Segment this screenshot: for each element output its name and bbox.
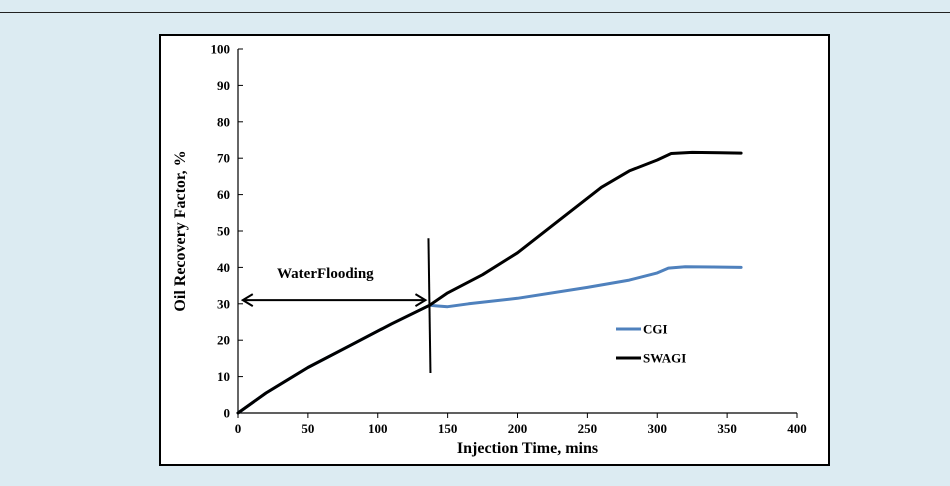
series bbox=[236, 150, 743, 415]
x-axis-title: Injection Time, mins bbox=[457, 440, 598, 457]
x-tick-label: 400 bbox=[787, 421, 807, 436]
y-tick-label: 90 bbox=[217, 78, 230, 93]
x-tick-label: 300 bbox=[648, 421, 668, 436]
y-tick-label: 10 bbox=[217, 369, 230, 384]
top-rule bbox=[0, 12, 950, 13]
divider-line bbox=[427, 238, 432, 373]
annotation-arrowhead-left bbox=[240, 293, 254, 308]
y-tick-label: 100 bbox=[211, 42, 231, 57]
y-tick-label: 50 bbox=[217, 224, 230, 239]
legend-label-swagi: SWAGI bbox=[643, 351, 686, 366]
x-tick-label: 200 bbox=[508, 421, 528, 436]
y-tick-label: 60 bbox=[217, 187, 230, 202]
y-tick-label: 80 bbox=[217, 114, 230, 129]
chart-frame: 0 10 20 30 40 50 60 70 80 90 100 0 50 100 150 200 250 300… bbox=[159, 34, 830, 466]
series-line-cgi bbox=[236, 265, 743, 415]
y-tick-label: 0 bbox=[224, 406, 231, 421]
y-axis-title: Oil Recovery Factor, % bbox=[172, 150, 189, 311]
y-tick-label: 70 bbox=[217, 151, 230, 166]
annotation-arrowhead-right bbox=[414, 293, 428, 308]
y-tick-label: 40 bbox=[217, 260, 230, 275]
y-tick-label: 30 bbox=[217, 296, 230, 311]
x-tick-label: 150 bbox=[438, 421, 458, 436]
x-tick-label: 50 bbox=[301, 421, 314, 436]
x-tick-label: 100 bbox=[368, 421, 388, 436]
series-line-swagi bbox=[236, 150, 743, 415]
y-tick-label: 20 bbox=[217, 333, 230, 348]
annotations: WaterFlooding bbox=[240, 238, 432, 373]
x-tick-label: 0 bbox=[235, 421, 242, 436]
annotation-text: WaterFlooding bbox=[277, 266, 374, 282]
x-tick-label: 250 bbox=[578, 421, 598, 436]
line-chart: 0 10 20 30 40 50 60 70 80 90 100 0 50 100 150 200 250 300… bbox=[172, 42, 807, 458]
legend: CGI SWAGI bbox=[616, 322, 686, 366]
legend-label-cgi: CGI bbox=[643, 322, 668, 337]
x-tick-label: 350 bbox=[717, 421, 737, 436]
axes: 0 10 20 30 40 50 60 70 80 90 100 0 50 100 150 200 250 300… bbox=[211, 42, 807, 437]
